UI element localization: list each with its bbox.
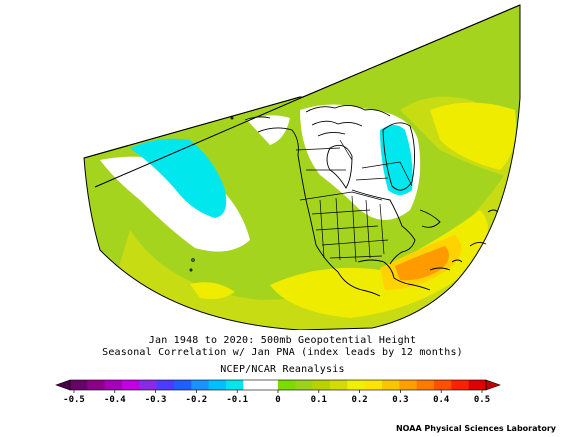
chart-source-label: NCEP/NCAR Reanalysis <box>220 364 345 375</box>
colorbar-swatch <box>156 380 175 390</box>
colorbar-swatch <box>399 380 417 390</box>
colorbar-swatch <box>312 380 331 390</box>
colorbar-tick-label: -0.2 <box>186 395 208 405</box>
colorbar-swatch <box>226 380 244 390</box>
colorbar-swatch <box>451 380 469 390</box>
colorbar-swatch <box>87 380 105 390</box>
colorbar-swatch <box>208 380 227 390</box>
colorbar-swatch <box>468 380 487 390</box>
chart-title-line1: Jan 1948 to 2020: 500mb Geopotential Hei… <box>148 335 417 346</box>
colorbar-outline <box>69 379 487 391</box>
colorbar-tick-label: 0.3 <box>392 395 408 405</box>
colorbar-swatch <box>243 380 261 390</box>
footer-credit: NOAA Physical Sciences Laboratory <box>395 424 556 433</box>
colorbar-swatch <box>278 380 296 390</box>
boundary-line <box>94 96 304 188</box>
colorbar-swatch <box>174 380 192 390</box>
chart-title-line2: Seasonal Correlation w/ Jan PNA (index l… <box>102 347 463 358</box>
colorbar-tick-label: 0.1 <box>311 395 327 405</box>
colorbar-swatch <box>347 380 365 390</box>
colorbar-tick-label: -0.3 <box>145 395 167 405</box>
colorbar-tick-label: 0 <box>275 395 280 405</box>
sector-outline <box>83 4 521 330</box>
colorbar-swatch <box>122 380 140 390</box>
political-borders <box>295 139 413 263</box>
colorbar-high-arrow <box>485 379 501 391</box>
colorbar-swatch <box>434 380 452 390</box>
colorbar-swatch <box>260 380 279 390</box>
colorbar-low-arrow <box>55 379 71 391</box>
colorbar-swatch <box>70 380 88 390</box>
colorbar-swatch <box>330 380 348 390</box>
colorbar-tick-label: 0.2 <box>351 395 367 405</box>
colorbar-tick-label: 0.4 <box>433 395 450 405</box>
colorbar-swatch <box>364 380 383 390</box>
colorbar-swatch <box>382 380 400 390</box>
colorbar-swatch <box>295 380 313 390</box>
colorbar-tick-label: 0.5 <box>474 395 490 405</box>
colorbar-tick-label: -0.1 <box>226 395 248 405</box>
colorbar-swatch <box>139 380 157 390</box>
colorbar-swatch <box>191 380 209 390</box>
colorbar-swatch <box>416 380 435 390</box>
colorbar-swatch <box>104 380 123 390</box>
coastlines <box>189 105 499 297</box>
correlation-map <box>83 4 521 330</box>
colorbar-tick-label: -0.4 <box>104 395 126 405</box>
colorbar-tick-label: -0.5 <box>63 395 85 405</box>
